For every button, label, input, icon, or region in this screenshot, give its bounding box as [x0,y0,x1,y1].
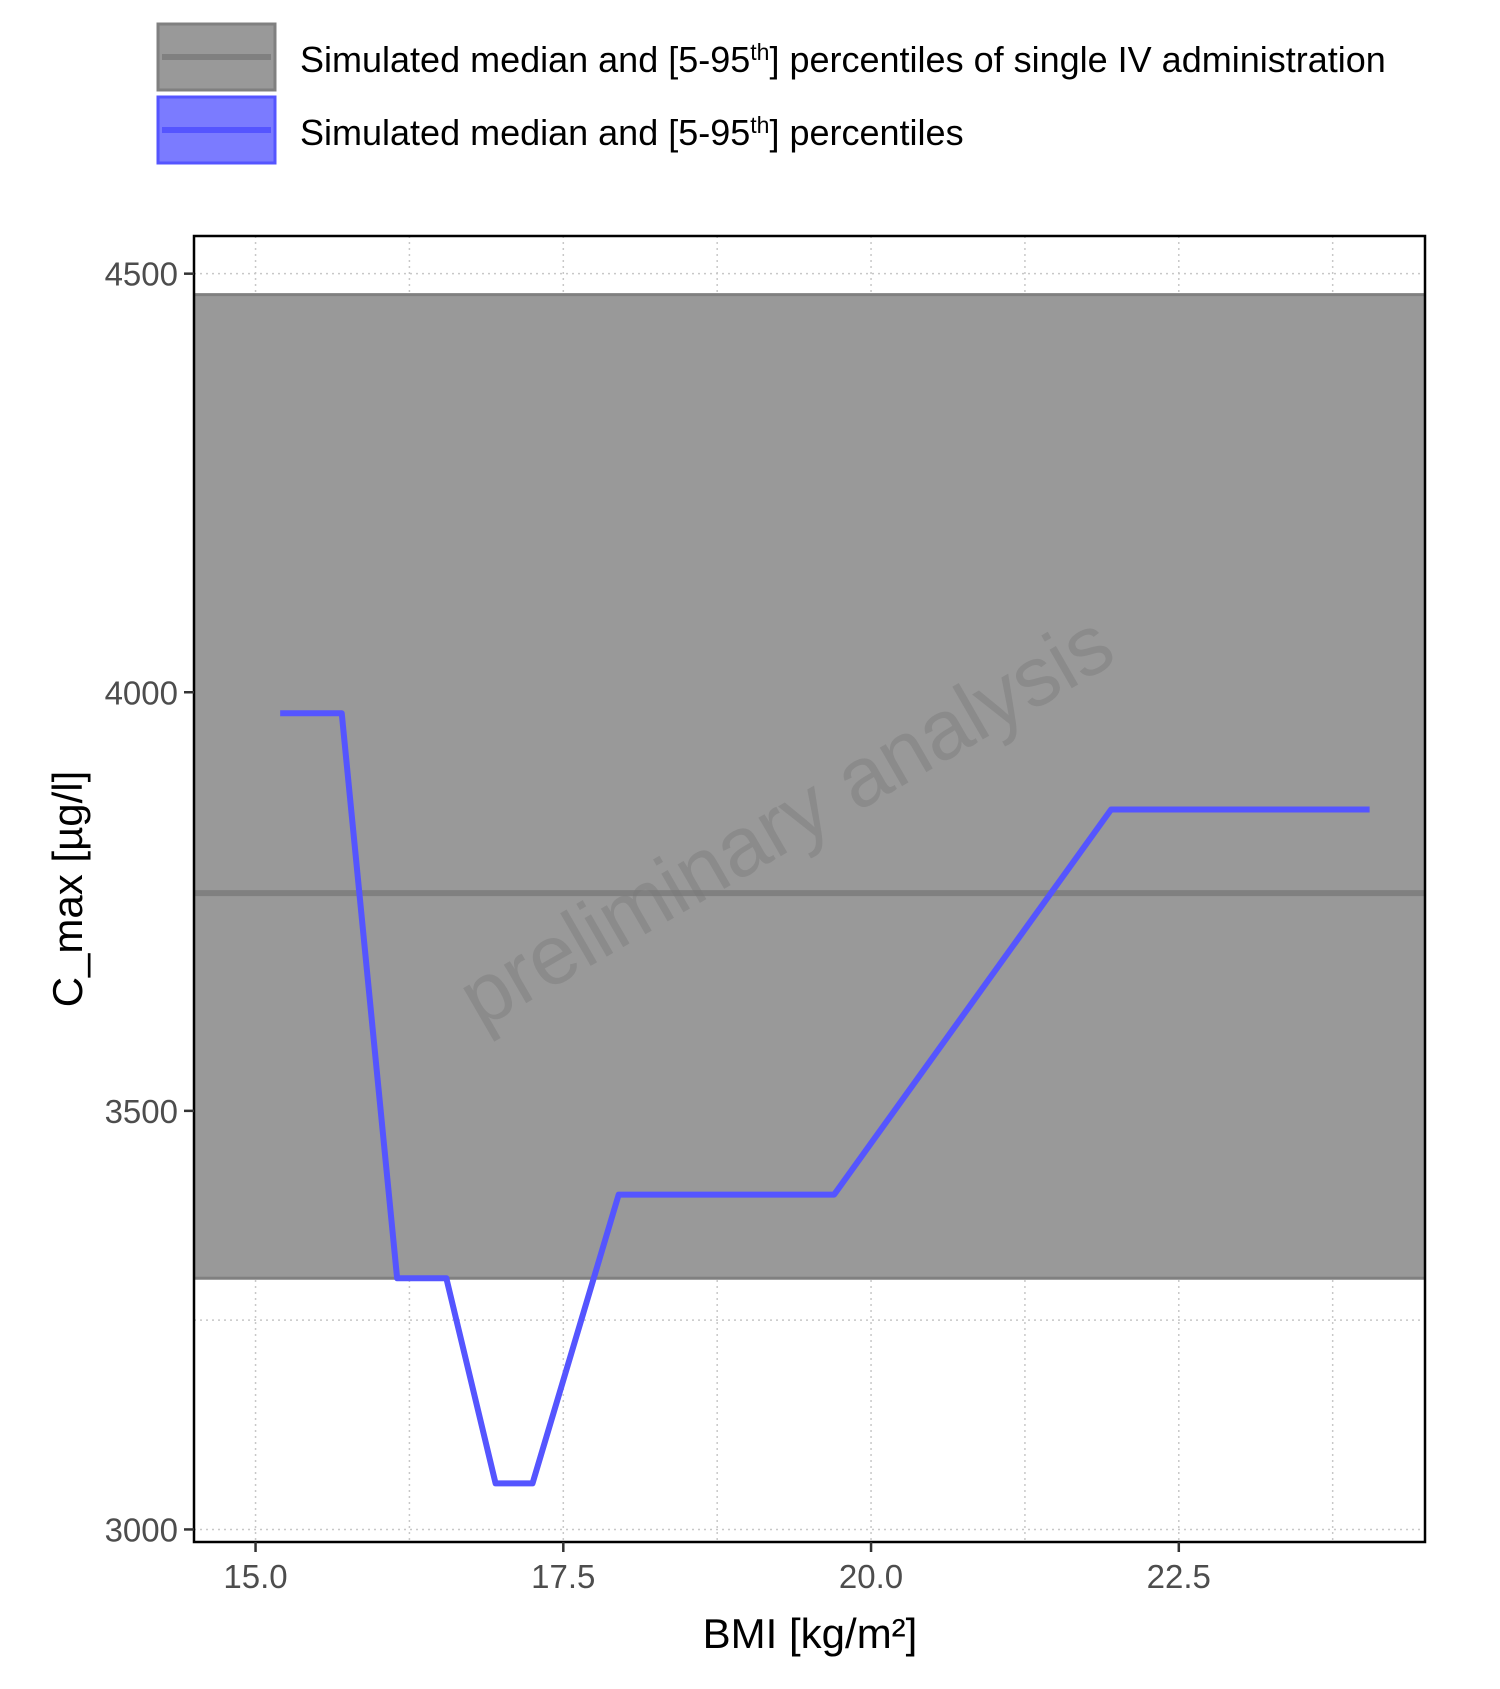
y-axis-title: C_max [µg/l] [44,771,91,1008]
plot-area: preliminary analysis [192,234,1427,1544]
x-tick-label: 17.5 [531,1558,595,1595]
x-tick-label: 20.0 [839,1558,903,1595]
legend-item-simulated: Simulated median and [5-95th] percentile… [156,95,964,165]
legend: Simulated median and [5-95th] percentile… [156,22,1386,165]
plot-border [192,234,1427,1544]
x-tick-label: 15.0 [223,1558,287,1595]
y-tick-label: 4000 [105,674,178,711]
legend-label-reference: Simulated median and [5-95th] percentile… [300,39,1386,80]
x-axis: 15.0 17.5 20.0 22.5 [223,1542,1211,1595]
series-line-simulated-median [280,710,1370,1487]
legend-item-reference: Simulated median and [5-95th] percentile… [156,22,1386,92]
y-tick-label: 3000 [105,1511,178,1548]
y-tick-label: 3500 [105,1093,178,1130]
y-axis: 3000 3500 4000 4500 [105,256,194,1548]
reference-band [194,294,1425,1279]
series-layer [280,710,1370,1487]
x-axis-title: BMI [kg/m²] [703,1610,918,1657]
legend-label-simulated: Simulated median and [5-95th] percentile… [300,112,964,153]
x-tick-label: 22.5 [1147,1558,1211,1595]
y-tick-label: 4500 [105,256,178,293]
